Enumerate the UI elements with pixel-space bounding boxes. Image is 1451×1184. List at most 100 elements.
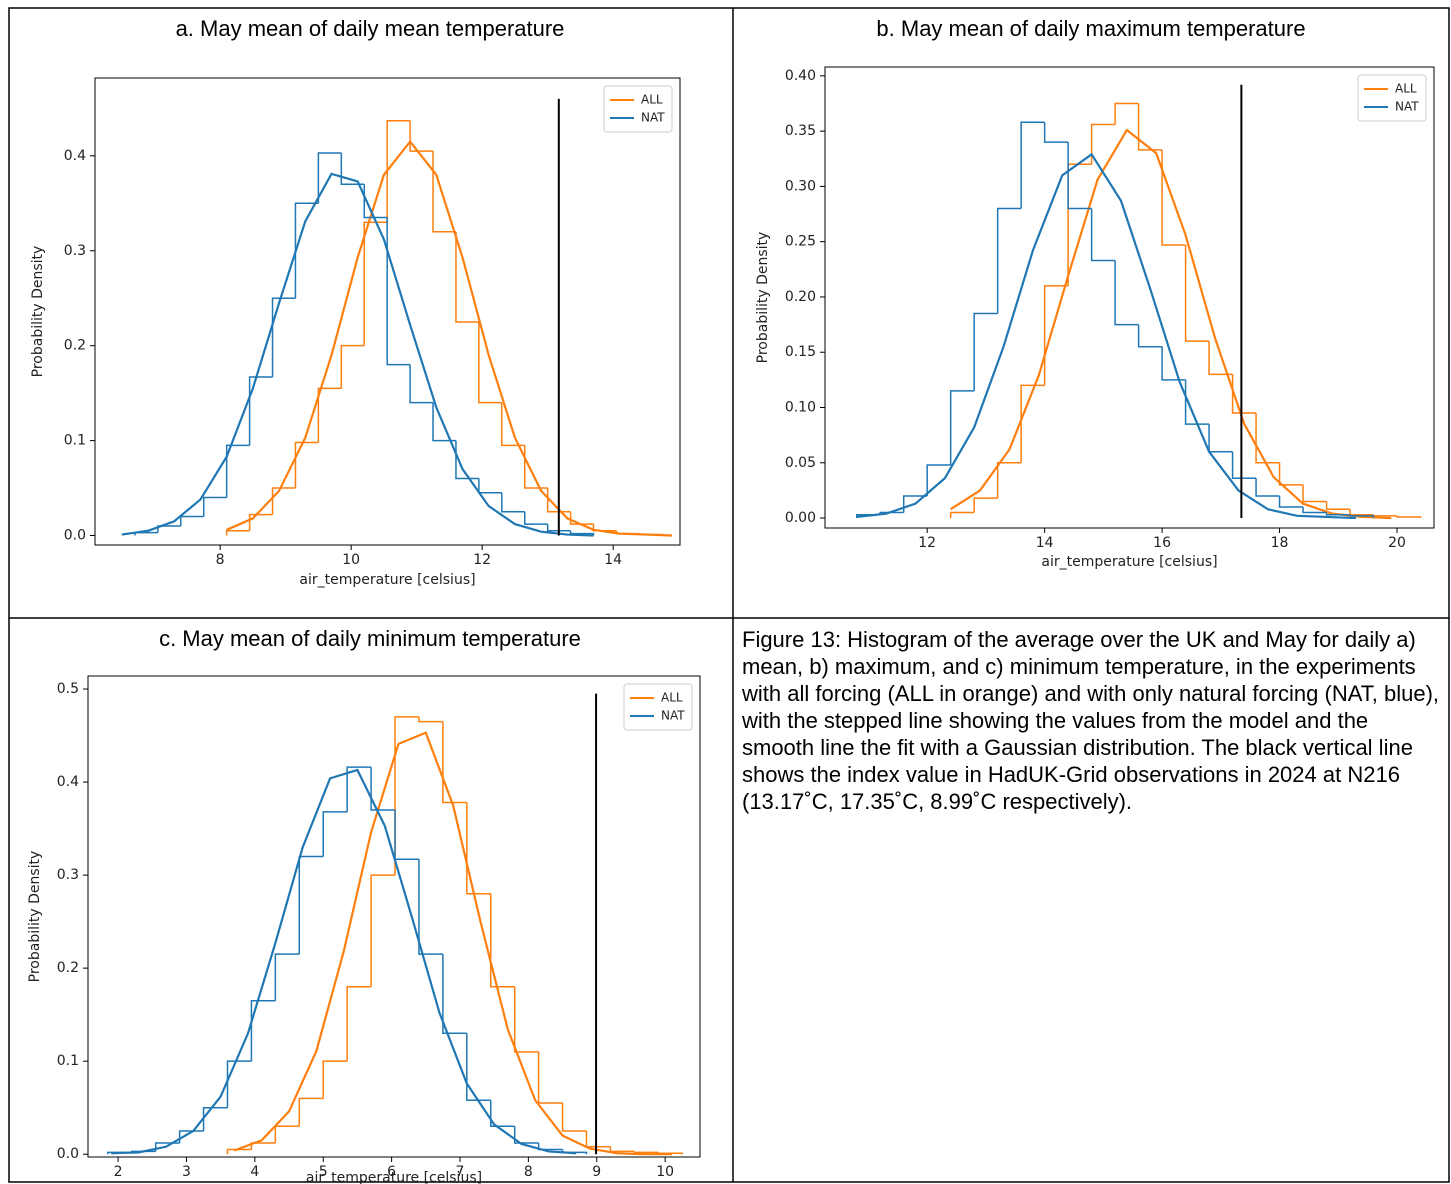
histogram-step <box>490 893 515 988</box>
histogram-step <box>1255 478 1280 497</box>
x-tick-label: 2 <box>114 1164 123 1180</box>
histogram-step <box>386 217 411 366</box>
histogram-step <box>466 1033 491 1101</box>
histogram-step <box>317 152 342 204</box>
histogram-step <box>271 297 296 377</box>
histogram-step <box>523 511 548 525</box>
histogram-step <box>513 986 539 1053</box>
histogram-step <box>1372 514 1397 517</box>
histogram-step <box>569 511 594 525</box>
legend-box <box>603 85 673 133</box>
y-axis-label: Probability Density <box>30 246 46 378</box>
histogram-step <box>1302 506 1327 514</box>
chart-title: c. May mean of daily minimum temperature <box>159 626 581 651</box>
y-tick-label: 0.35 <box>785 123 816 139</box>
histogram-step <box>294 441 319 489</box>
histogram-step <box>271 487 296 515</box>
histogram-step <box>226 1060 252 1108</box>
chart-title: b. May mean of daily maximum temperature <box>876 16 1305 41</box>
x-tick-label: 12 <box>918 535 936 551</box>
histogram-step <box>322 811 348 857</box>
histogram-step <box>409 120 434 152</box>
histogram-step <box>478 321 502 404</box>
histogram-step <box>317 387 342 443</box>
histogram-step <box>1302 484 1327 503</box>
histogram-step <box>394 809 419 861</box>
histogram-step <box>585 1130 611 1148</box>
histogram-step <box>442 721 467 804</box>
x-tick-label: 7 <box>456 1164 465 1180</box>
histogram-step <box>386 119 411 223</box>
histogram-step <box>346 766 372 812</box>
histogram-step <box>949 511 975 519</box>
histogram-step <box>633 1151 659 1154</box>
x-tick-label: 8 <box>524 1164 533 1180</box>
histogram-step <box>1231 451 1257 480</box>
histogram-step <box>973 497 998 513</box>
y-tick-label: 0.2 <box>57 960 79 976</box>
y-tick-label: 0.05 <box>785 455 816 471</box>
histogram-step <box>466 802 491 895</box>
histogram-step <box>490 1100 515 1128</box>
histogram-step <box>1278 462 1304 486</box>
y-tick-label: 0.10 <box>785 399 816 415</box>
histogram-step <box>298 855 324 955</box>
histogram-step <box>501 492 525 513</box>
histogram-step <box>1161 149 1186 246</box>
legend-box <box>623 683 693 731</box>
histogram-step <box>418 716 443 723</box>
histogram-step <box>513 1126 539 1144</box>
histogram-step <box>340 152 365 186</box>
histogram-step <box>1020 384 1045 463</box>
histogram-step <box>1114 102 1139 125</box>
histogram-step <box>1349 509 1374 516</box>
histogram-step <box>1231 374 1257 414</box>
histogram-step <box>1349 514 1375 519</box>
y-tick-label: 0.20 <box>785 289 816 305</box>
histogram-step <box>298 1097 324 1127</box>
x-tick-label: 10 <box>656 1164 674 1180</box>
y-tick-label: 0.4 <box>57 774 79 790</box>
x-tick-label: 12 <box>473 552 491 568</box>
histogram-step <box>250 1142 276 1150</box>
fit-line <box>121 172 594 537</box>
histogram-step <box>1137 324 1163 348</box>
y-tick-label: 0.1 <box>57 1053 79 1069</box>
histogram-step <box>432 402 456 442</box>
x-tick-label: 5 <box>319 1164 328 1180</box>
y-axis-label: Probability Density <box>27 851 43 983</box>
histogram-step <box>226 1148 252 1155</box>
histogram-step <box>225 444 250 498</box>
histogram-step <box>1184 244 1210 342</box>
histogram-step <box>1067 142 1092 210</box>
histogram-step <box>1090 123 1116 165</box>
y-axis-label: Probability Density <box>755 232 771 364</box>
histogram-step <box>322 1060 348 1099</box>
legend-label: NAT <box>661 709 685 723</box>
y-tick-label: 0.30 <box>785 178 816 194</box>
y-tick-label: 0.40 <box>785 68 816 84</box>
x-tick-label: 4 <box>250 1164 259 1180</box>
y-tick-label: 0.2 <box>64 338 86 354</box>
y-tick-label: 0.00 <box>785 510 816 526</box>
x-axis-label: air_temperature [celsius] <box>299 572 475 588</box>
legend-label: NAT <box>641 111 665 125</box>
histogram-step <box>370 767 396 811</box>
y-tick-label: 0.3 <box>64 243 86 259</box>
histogram-step <box>1020 121 1045 209</box>
histogram-step <box>248 513 273 531</box>
histogram-step <box>346 985 372 1062</box>
histogram-step <box>1208 341 1233 376</box>
x-tick-label: 16 <box>1153 535 1171 551</box>
axes-frame <box>824 66 1435 529</box>
x-tick-label: 10 <box>342 552 360 568</box>
histogram-step <box>1278 495 1304 508</box>
caption: Figure 13: Histogram of the average over… <box>742 627 1440 814</box>
histogram-step <box>949 390 975 465</box>
histogram-step <box>442 954 467 1035</box>
x-tick-label: 20 <box>1388 535 1406 551</box>
y-tick-label: 0.4 <box>64 148 86 164</box>
histogram-step <box>1255 413 1280 464</box>
histogram-step <box>561 1103 587 1132</box>
